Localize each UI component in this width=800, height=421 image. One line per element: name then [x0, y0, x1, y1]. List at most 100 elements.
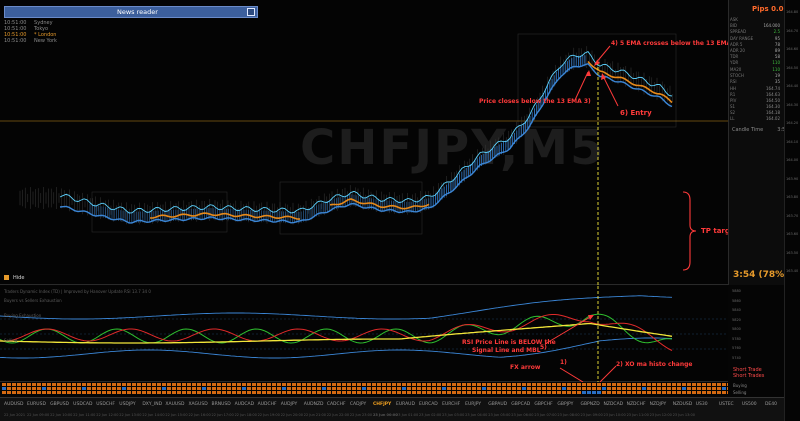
symbol-tab-eurchf[interactable]: EURCHF 23 Jun 03:00 — [442, 402, 464, 417]
trend-cell — [222, 387, 226, 390]
trend-cell — [672, 383, 676, 386]
symbol-tab-audnzd[interactable]: AUDNZD 22 Jun 21:00 — [304, 402, 326, 417]
clock-time: 10:51:00 — [4, 32, 27, 38]
symbol-tab-cadchf[interactable]: CADCHF 22 Jun 22:00 — [327, 402, 349, 417]
symbol-tab-usdcad[interactable]: USDCAD 22 Jun 11:00 — [73, 402, 95, 417]
symbol-tab-xauusd[interactable]: XAUUSD 22 Jun 15:00 — [165, 402, 187, 417]
symbol-tab-eurusd[interactable]: EURUSD 22 Jun 09:00 — [27, 402, 49, 417]
price-chart[interactable]: CHFJPY,M5 — [0, 0, 742, 285]
trend-cell — [622, 387, 626, 390]
symbol-tab-brnusd[interactable]: BRNUSD 22 Jun 17:00 — [212, 402, 234, 417]
symbol-tab-eurjpy[interactable]: EURJPY 23 Jun 04:00 — [465, 402, 487, 417]
symbol-tab-gbpcad[interactable]: GBPCAD 23 Jun 06:00 — [511, 402, 533, 417]
trend-cell — [342, 387, 346, 390]
symbol-tab-date: 22 Jun 20:00 — [280, 413, 303, 417]
trend-strip — [2, 383, 728, 394]
symbol-tab-eurcad[interactable]: EURCAD 23 Jun 02:00 — [419, 402, 441, 417]
symbol-tab-ustec[interactable]: USTEC — [719, 402, 734, 407]
symbol-tab-audusd[interactable]: AUDUSD 22 Jun 2021 — [4, 402, 25, 417]
clock-city: Tokyo — [32, 26, 49, 32]
arrow-head — [588, 315, 594, 320]
trend-cell — [637, 383, 641, 386]
trend-cell — [92, 383, 96, 386]
trend-cell — [102, 387, 106, 390]
trend-cell — [12, 391, 16, 394]
symbol-tab-usdchf[interactable]: USDCHF 22 Jun 12:00 — [96, 402, 118, 417]
trend-cell — [232, 387, 236, 390]
symbol-tab-gbpnzd[interactable]: GBPNZD 23 Jun 09:00 — [580, 402, 602, 417]
symbol-tab-chfjpy[interactable]: CHFJPY 23 Jun 00:00 — [373, 402, 398, 417]
trend-cell — [332, 391, 336, 394]
symbol-tab-audcad[interactable]: AUDCAD 22 Jun 18:00 — [235, 402, 257, 417]
trend-cell — [507, 383, 511, 386]
trend-cell — [222, 383, 226, 386]
hide-square-icon — [4, 275, 9, 280]
symbol-tab-us500[interactable]: US500 — [742, 402, 757, 407]
news-reader-pin-icon[interactable] — [247, 8, 255, 16]
trend-cell — [227, 383, 231, 386]
trend-cell — [72, 383, 76, 386]
trend-cell — [462, 391, 466, 394]
trend-cell — [357, 387, 361, 390]
price-tick-label: 163.90 — [786, 176, 799, 181]
symbol-tab-gbpaud[interactable]: GBPAUD 23 Jun 05:00 — [488, 402, 510, 417]
symbol-tab-nzdchf[interactable]: NZDCHF 23 Jun 11:00 — [627, 402, 649, 417]
symbol-tab-gbpchf[interactable]: GBPCHF 23 Jun 07:00 — [534, 402, 556, 417]
hide-button[interactable]: Hide — [4, 275, 24, 281]
rsi-indicator-panel[interactable]: Traders Dynamic Index (TD) | Improved by… — [0, 286, 728, 382]
symbol-tab-de40[interactable]: DE40 — [765, 402, 777, 407]
symbol-tab-label: CHFJPY — [372, 402, 392, 407]
trade-state-line1: Short Trade — [733, 367, 762, 373]
symbol-tab-gbpjpy[interactable]: GBPJPY 23 Jun 08:00 — [557, 402, 579, 417]
candle-time: Candle Time 3:54 — [732, 127, 788, 133]
symbol-tab-nzdjpy[interactable]: NZDJPY 23 Jun 12:00 — [650, 402, 672, 417]
trend-cell — [352, 387, 356, 390]
trend-cell — [712, 391, 716, 394]
trend-cell — [647, 391, 651, 394]
trend-cell — [472, 383, 476, 386]
symbol-tab-cadjpy[interactable]: CADJPY 22 Jun 23:00 — [350, 402, 372, 417]
indicator-tick-label: 5860 — [732, 298, 741, 303]
symbol-tab-gbpusd[interactable]: GBPUSD 22 Jun 10:00 — [50, 402, 72, 417]
symbol-tab-audchf[interactable]: AUDCHF 22 Jun 19:00 — [258, 402, 280, 417]
trend-cell — [462, 383, 466, 386]
trend-cell — [492, 391, 496, 394]
trend-cell — [197, 391, 201, 394]
symbol-tab-label: AUDCAD — [234, 402, 255, 407]
trend-cell — [652, 391, 656, 394]
symbol-tab-dxy_ind[interactable]: DXY_IND 22 Jun 14:00 — [142, 402, 164, 417]
trend-cell — [197, 387, 201, 390]
trend-cell — [82, 387, 86, 390]
symbol-tab-date: 22 Jun 14:00 — [142, 413, 165, 417]
price-axis[interactable] — [784, 0, 800, 421]
market-clock-row: 10:51:00 * London — [4, 32, 56, 38]
market-stat-row: SPREAD 2.5 — [730, 29, 780, 34]
trend-cell — [162, 383, 166, 386]
symbol-tab-usdjpy[interactable]: USDJPY 22 Jun 13:00 — [119, 402, 141, 417]
symbol-tab-euraud[interactable]: EURAUD 23 Jun 01:00 — [396, 402, 418, 417]
trend-cell — [302, 387, 306, 390]
trend-cell — [552, 387, 556, 390]
trend-cell — [322, 383, 326, 386]
trend-cell — [187, 387, 191, 390]
trend-cell — [597, 391, 601, 394]
trend-cell — [142, 387, 146, 390]
clock-time: 10:51:00 — [4, 26, 27, 32]
trend-cell — [42, 387, 46, 390]
news-reader-bar[interactable]: News reader — [4, 6, 258, 18]
trend-cell — [637, 387, 641, 390]
trend-cell — [547, 387, 551, 390]
arrow-xo — [599, 365, 617, 382]
trend-cell — [72, 387, 76, 390]
symbol-tab-xagusd[interactable]: XAGUSD 22 Jun 16:00 — [188, 402, 210, 417]
trend-cell — [482, 391, 486, 394]
symbol-tab-us30[interactable]: US30 — [696, 402, 708, 407]
annotation-rsi-step: 5) — [540, 344, 547, 351]
trend-cell — [127, 383, 131, 386]
symbol-tab-nzdcad[interactable]: NZDCAD 23 Jun 10:00 — [604, 402, 626, 417]
symbol-tab-nzdusd[interactable]: NZDUSD 23 Jun 13:00 — [673, 402, 695, 417]
trend-cell — [622, 383, 626, 386]
trend-cell — [462, 387, 466, 390]
symbol-tab-audjpy[interactable]: AUDJPY 22 Jun 20:00 — [281, 402, 303, 417]
trend-cell — [137, 383, 141, 386]
